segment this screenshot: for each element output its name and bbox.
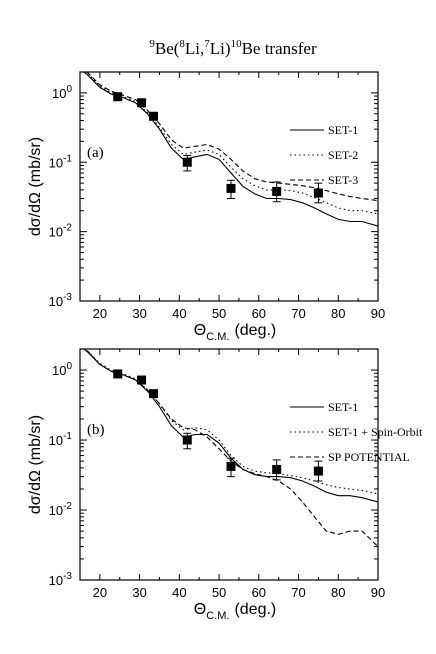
x-tick-label: 70 xyxy=(291,306,305,321)
legend-label: SET-3 xyxy=(328,173,358,187)
data-point xyxy=(137,98,147,108)
y-tick-label: 10-2 xyxy=(49,223,73,240)
x-axis-label-subscript: C.M. xyxy=(206,331,229,343)
data-point xyxy=(272,464,282,474)
x-tick-label: 50 xyxy=(212,585,226,600)
x-axis-label-unit: (deg.) xyxy=(234,322,276,339)
panel-label: (a) xyxy=(87,145,104,161)
x-tick-label: 40 xyxy=(172,585,186,600)
y-tick-label: 10-1 xyxy=(49,431,73,448)
data-point xyxy=(113,92,123,102)
data-point xyxy=(226,183,236,193)
x-axis-label-unit: (deg.) xyxy=(234,601,276,618)
y-tick-exponent: 0 xyxy=(66,84,72,95)
y-tick-base: 10 xyxy=(49,294,63,309)
y-tick-label: 10-2 xyxy=(49,501,73,518)
title-sup-c: 7 xyxy=(204,38,210,50)
y-tick-base: 10 xyxy=(49,503,63,518)
legend-label: SET-1 + Spin-Orbit xyxy=(328,425,423,439)
y-tick-base: 10 xyxy=(49,225,63,240)
x-axis-label: ΘC.M. (deg.) xyxy=(194,601,276,622)
data-point xyxy=(313,466,323,476)
y-tick-base: 10 xyxy=(49,155,63,170)
data-point xyxy=(149,111,159,121)
x-tick-label: 40 xyxy=(172,306,186,321)
title-part-d: Be transfer xyxy=(242,39,317,58)
title-part-c: Li) xyxy=(210,39,231,58)
title-part-a: Be( xyxy=(155,39,180,58)
series-line-solid xyxy=(82,72,378,227)
series-line-solid xyxy=(82,349,378,503)
x-axis-label-subscript: C.M. xyxy=(206,610,229,622)
panel-b: 20 30 40 50 60 70 80 9010010-110-210-3SET-1SET-… xyxy=(27,348,423,622)
series-line-dashed xyxy=(85,72,378,202)
x-tick-label: 90 xyxy=(371,585,385,600)
x-tick-label: 20 xyxy=(93,585,107,600)
figure-title: 9Be(8Li,7Li)10Be transfer xyxy=(149,38,317,58)
x-tick-label: 60 xyxy=(252,306,266,321)
y-tick-exponent: -3 xyxy=(63,571,72,582)
plot-frame xyxy=(79,71,379,302)
y-tick-base: 10 xyxy=(49,573,63,588)
x-tick-label: 90 xyxy=(371,306,385,321)
legend-label: SET-2 xyxy=(328,148,358,162)
data-point xyxy=(313,188,323,198)
y-tick-exponent: -3 xyxy=(63,292,72,303)
y-tick-base: 10 xyxy=(52,363,66,378)
title-part-b: Li, xyxy=(185,39,204,58)
title-sup-a: 9 xyxy=(149,38,155,50)
legend-label: SP POTENTIAL xyxy=(328,450,410,464)
y-tick-exponent: -2 xyxy=(63,223,72,234)
series-line-dashed xyxy=(83,349,378,547)
data-point xyxy=(272,186,282,196)
y-axis-label: dσ/dΩ (mb/sr) xyxy=(27,137,44,236)
y-tick-exponent: -1 xyxy=(63,431,72,442)
plot-frame xyxy=(79,348,379,581)
series-line-dotted xyxy=(83,349,378,495)
data-point xyxy=(113,369,123,379)
legend-label: SET-1 xyxy=(328,400,358,414)
y-tick-base: 10 xyxy=(52,86,66,101)
legend-label: SET-1 xyxy=(328,123,358,137)
x-tick-label: 30 xyxy=(132,306,146,321)
data-point xyxy=(226,461,236,471)
y-tick-label: 100 xyxy=(52,361,72,378)
title-sup-d: 10 xyxy=(231,38,243,50)
data-point xyxy=(182,435,192,445)
x-axis-label-symbol: Θ xyxy=(194,322,206,339)
y-tick-exponent: -1 xyxy=(63,153,72,164)
x-tick-label: 80 xyxy=(331,306,345,321)
series-line-dotted xyxy=(84,72,378,215)
panel-a: 20 30 40 50 60 70 80 9010010-110-210-3SET-1SET-… xyxy=(27,71,385,343)
title-sup-b: 8 xyxy=(179,38,185,50)
x-tick-label: 30 xyxy=(132,585,146,600)
x-tick-label: 50 xyxy=(212,306,226,321)
y-tick-label: 10-3 xyxy=(49,292,73,309)
y-tick-exponent: -2 xyxy=(63,501,72,512)
x-axis-label-symbol: Θ xyxy=(194,601,206,618)
data-point xyxy=(149,389,159,399)
y-tick-base: 10 xyxy=(49,433,63,448)
x-tick-label: 20 xyxy=(93,306,107,321)
data-point xyxy=(182,157,192,167)
x-tick-label: 80 xyxy=(331,585,345,600)
x-tick-label: 70 xyxy=(291,585,305,600)
y-tick-label: 10-1 xyxy=(49,153,73,170)
x-tick-label: 60 xyxy=(252,585,266,600)
data-point xyxy=(137,375,147,385)
panel-label: (b) xyxy=(87,422,105,438)
y-axis-label: dσ/dΩ (mb/sr) xyxy=(27,415,44,514)
y-tick-label: 10-3 xyxy=(49,571,73,588)
y-tick-exponent: 0 xyxy=(66,361,72,372)
x-axis-label: ΘC.M. (deg.) xyxy=(194,322,276,343)
y-tick-label: 100 xyxy=(52,84,72,101)
